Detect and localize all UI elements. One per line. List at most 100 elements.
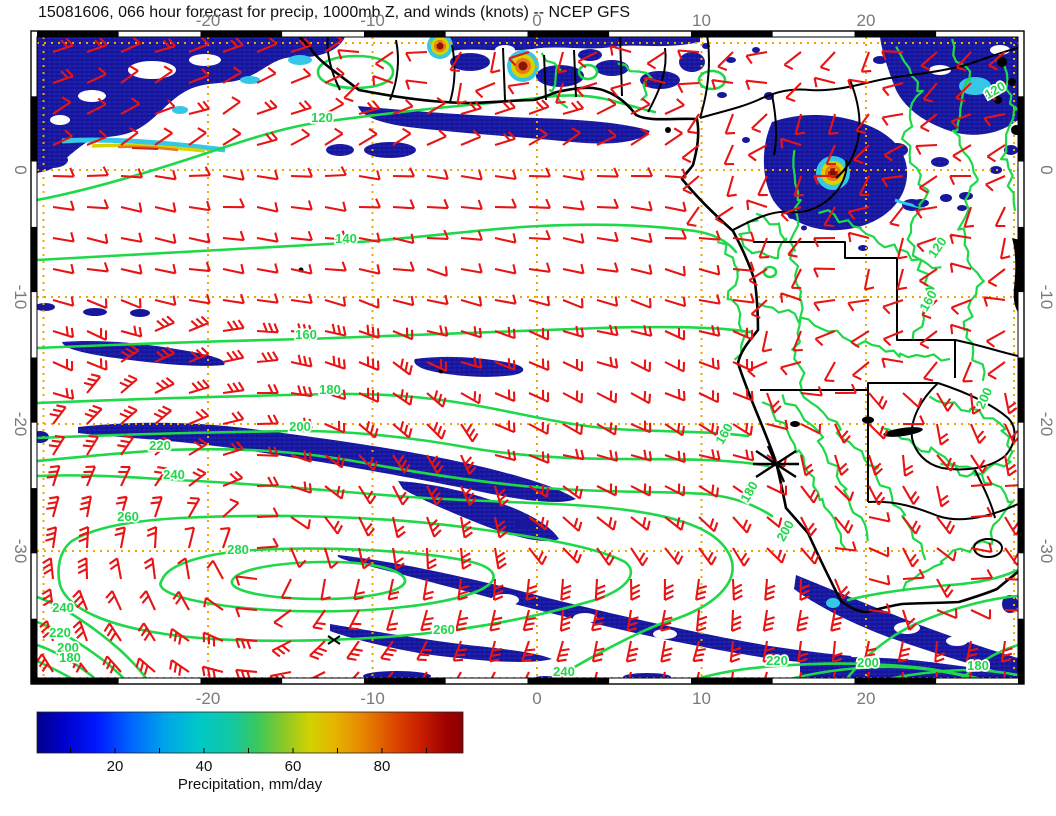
contour-label: 240 <box>553 664 575 679</box>
contour-label: 220 <box>49 625 71 640</box>
frame-segment <box>282 31 364 37</box>
lon-tick-top: -20 <box>196 11 221 30</box>
frame-segment <box>31 422 37 489</box>
frame-segment <box>1018 553 1024 619</box>
wind-barb-field <box>37 35 1018 680</box>
frame-segment <box>772 678 855 684</box>
terrain-contour <box>761 401 847 551</box>
frame-segment <box>1018 161 1024 227</box>
frame-segment <box>31 553 37 619</box>
map-frame <box>30 30 1025 685</box>
terrain-contour <box>928 395 1014 478</box>
map-area: 1201401601802002202402602802602402402202… <box>11 11 1056 708</box>
terrain-contour <box>818 209 942 270</box>
lat-tick-right: -10 <box>1037 285 1056 310</box>
frame-segment <box>1018 31 1024 97</box>
lon-tick-top: -10 <box>360 11 385 30</box>
frame-inner-line <box>36 36 1019 679</box>
colorbar-tick-label: 20 <box>107 758 124 775</box>
lon-tick-bottom: 0 <box>532 689 541 708</box>
frame-segment <box>31 161 37 227</box>
contour-label: 120 <box>311 110 333 125</box>
frame-segment <box>936 678 1018 684</box>
lat-tick-right: -20 <box>1037 412 1056 437</box>
frame-segment <box>691 678 773 684</box>
contour-label: 120 <box>925 234 950 260</box>
frame-segment <box>445 678 528 684</box>
terrain-contour <box>757 302 951 362</box>
island-marker <box>327 635 341 645</box>
contour-label: 200 <box>289 419 311 434</box>
frame-segment <box>1018 618 1024 684</box>
frame-segment <box>772 31 855 37</box>
lon-tick-top: 20 <box>857 11 876 30</box>
frame-segment <box>364 31 446 37</box>
contour-label: 240 <box>163 467 185 482</box>
frame-segment <box>445 31 528 37</box>
contour-label: 260 <box>117 509 139 524</box>
terrain-contour <box>617 62 653 102</box>
terrain-contour <box>880 426 1014 592</box>
frame-segment <box>527 678 610 684</box>
contour-label: 260 <box>433 622 455 637</box>
lon-tick-bottom: 20 <box>857 689 876 708</box>
colorbar-tick-label: 40 <box>196 758 213 775</box>
frame-segment <box>609 678 691 684</box>
lat-tick-left: -20 <box>11 412 30 437</box>
terrain-contour <box>781 394 869 542</box>
contour-label: 180 <box>319 382 341 397</box>
terrain-contour <box>951 38 986 382</box>
frame-segment <box>31 292 37 358</box>
contour-label: 240 <box>52 600 74 615</box>
colorbar-ticks: 20 40 60 80 <box>70 748 427 775</box>
lat-tick-left: -10 <box>11 285 30 310</box>
contour-label: 200 <box>857 655 879 670</box>
location-marker <box>753 445 799 483</box>
frame-segment <box>1018 226 1024 293</box>
frame-segment <box>854 678 937 684</box>
colorbar: 20 40 60 80 Precipitation, mm/day <box>36 711 464 793</box>
lat-tick-right: 0 <box>1037 165 1056 174</box>
lon-tick-top: 10 <box>692 11 711 30</box>
frame-segment <box>31 357 37 423</box>
coastlines <box>297 35 1018 614</box>
plot-title: 15081606, 066 hour forecast for precip, … <box>38 4 630 21</box>
lon-tick-top: 0 <box>532 11 541 30</box>
contour-label: 180 <box>967 658 989 673</box>
contour-label: 140 <box>335 231 357 246</box>
contour-label: 180 <box>59 650 81 665</box>
frame-segment <box>31 96 37 162</box>
colorbar-tick-label: 60 <box>285 758 302 775</box>
frame-segment <box>118 31 201 37</box>
frame-segment <box>364 678 446 684</box>
terrain-contour <box>996 60 1018 211</box>
contour-label: 160 <box>295 327 317 342</box>
frame-segment <box>282 678 364 684</box>
colorbar-tick-label: 80 <box>374 758 391 775</box>
frame-segment <box>37 678 119 684</box>
terrain-contour <box>738 212 788 260</box>
precipitation-shading <box>37 35 1018 680</box>
contour-label: 200 <box>57 640 79 655</box>
frame-segment <box>1018 488 1024 554</box>
frame-segment <box>1018 422 1024 489</box>
colorbar-gradient <box>36 711 464 754</box>
lon-tick-bottom: 10 <box>692 689 711 708</box>
frame-segment <box>200 31 283 37</box>
lat-tick-left: 0 <box>11 165 30 174</box>
frame-segment <box>691 31 773 37</box>
frame-segment <box>1018 292 1024 358</box>
frame-segment <box>118 678 201 684</box>
lon-tick-bottom: -20 <box>196 689 221 708</box>
frame-segment <box>31 618 37 684</box>
frame-segment <box>1018 357 1024 423</box>
frame-segment <box>200 678 283 684</box>
frame-outer-line <box>30 30 1025 685</box>
contour-label: 220 <box>149 438 171 453</box>
contour-label: 220 <box>766 653 788 668</box>
wind-barbs <box>37 35 1018 680</box>
frame-segment <box>854 31 937 37</box>
